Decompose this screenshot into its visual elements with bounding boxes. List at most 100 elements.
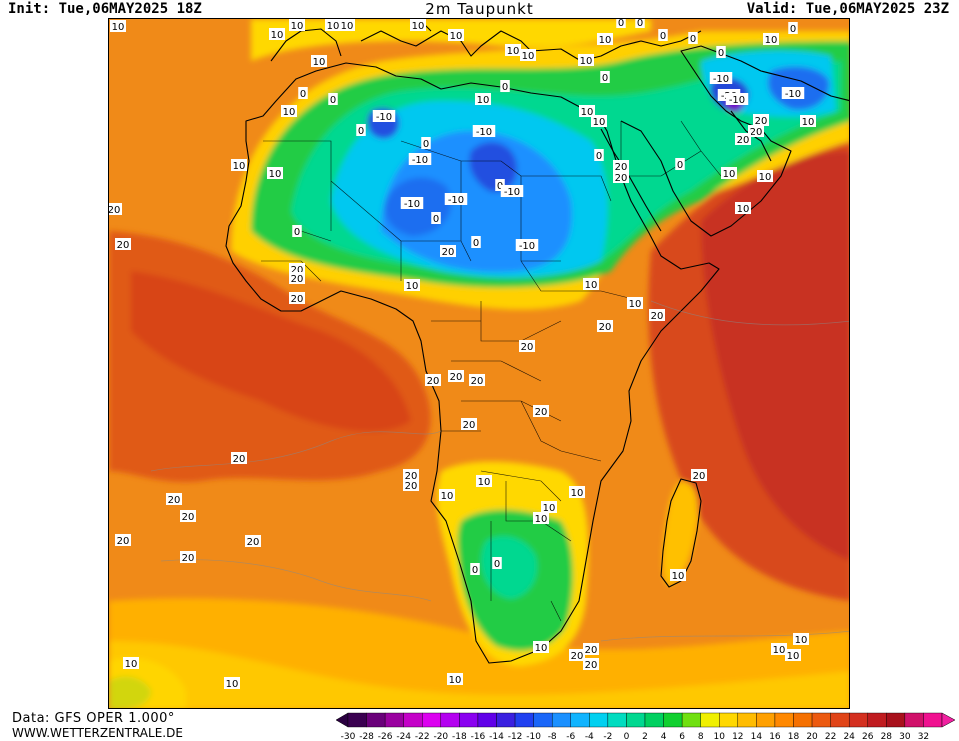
legend-swatch	[681, 712, 701, 728]
contour-label: -10	[500, 185, 524, 198]
svg-text:-10: -10	[412, 155, 428, 166]
legend-tick-label: -16	[471, 732, 486, 741]
svg-text:20: 20	[471, 376, 484, 387]
contour-label: 20	[231, 452, 247, 465]
legend-swatch	[737, 712, 757, 728]
legend-tick-label: -14	[489, 732, 504, 741]
svg-text:20: 20	[571, 651, 584, 662]
svg-text:10: 10	[580, 56, 593, 67]
svg-text:10: 10	[313, 57, 326, 68]
color-legend: -30 -28 -26 -24 -22 -20 -18 -16 -14 -12 -10 -8 -6 -4-…	[335, 712, 956, 741]
contour-label: 10	[520, 49, 536, 62]
legend-ticks: -30 -28 -26 -24 -22 -20 -18 -16 -14 -12 -10 -8 -6 -4-…	[341, 732, 930, 741]
contour-label: 10	[505, 44, 521, 57]
contour-label: 0	[492, 557, 502, 570]
svg-text:-10: -10	[519, 241, 535, 252]
legend-swatch	[533, 712, 553, 728]
svg-text:10: 10	[581, 107, 594, 118]
map-panel: 10 10 10 10 10 10 10 10 10 10 10 0 0 0 0 0 10 0 10 0 0 10 0 0 -1…	[108, 18, 850, 709]
contour-label: 10	[771, 643, 787, 656]
svg-text:10: 10	[477, 95, 490, 106]
legend-swatch	[496, 712, 516, 728]
contour-label: 20	[115, 238, 131, 251]
legend-swatch	[440, 712, 460, 728]
legend-tick-label: 2	[642, 732, 648, 741]
contour-label: 0	[788, 22, 798, 35]
contour-label: 20	[109, 203, 122, 216]
svg-text:20: 20	[463, 420, 476, 431]
contour-label: 10	[269, 28, 285, 41]
contour-label: 20	[691, 469, 707, 482]
contour-label: 10	[627, 297, 643, 310]
legend-swatch	[663, 712, 683, 728]
legend-tick-label: -20	[433, 732, 448, 741]
legend-tick-label: 18	[788, 732, 800, 741]
svg-text:0: 0	[790, 24, 796, 35]
contour-label: 20	[583, 643, 599, 656]
svg-text:20: 20	[521, 342, 534, 353]
svg-text:20: 20	[291, 274, 304, 285]
svg-text:0: 0	[596, 151, 602, 162]
contour-lines	[150, 300, 849, 642]
contour-label: 10	[785, 649, 801, 662]
contour-label: 20	[735, 133, 751, 146]
contour-label: 10	[339, 19, 355, 32]
svg-text:-10: -10	[448, 195, 464, 206]
website-url[interactable]: WWW.WETTERZENTRALE.DE	[12, 726, 183, 740]
contour-label: 20	[180, 510, 196, 523]
contour-label: 0	[635, 19, 645, 29]
svg-text:0: 0	[472, 565, 478, 576]
contour-label: 20	[533, 405, 549, 418]
legend-tick-label: -18	[452, 732, 467, 741]
contour-label: 0	[616, 19, 626, 29]
legend-tick-label: 12	[732, 732, 743, 741]
svg-text:10: 10	[412, 21, 425, 32]
contour-label: 10	[447, 673, 463, 686]
contour-label: 20	[115, 534, 131, 547]
svg-text:0: 0	[423, 139, 429, 150]
svg-text:20: 20	[291, 265, 304, 276]
svg-text:-10: -10	[376, 112, 392, 123]
svg-text:10: 10	[535, 514, 548, 525]
legend-swatch	[589, 712, 609, 728]
contour-label: 0	[716, 46, 726, 59]
legend-tick-label: 16	[769, 732, 781, 741]
svg-text:10: 10	[449, 675, 462, 686]
contour-label: 10	[793, 633, 809, 646]
legend-tick-label: -8	[548, 732, 557, 741]
contour-label: 20	[180, 551, 196, 564]
svg-text:10: 10	[723, 169, 736, 180]
madagascar-coastline	[660, 478, 702, 588]
field-sw-yellow	[109, 657, 186, 708]
svg-text:20: 20	[599, 322, 612, 333]
field-madagascar	[662, 481, 698, 586]
contour-label: 10	[670, 569, 686, 582]
legend-tick-label: 6	[679, 732, 685, 741]
svg-text:20: 20	[535, 407, 548, 418]
legend-swatch	[756, 712, 776, 728]
contour-label: 10	[410, 19, 426, 32]
contour-label: 0	[688, 32, 698, 45]
svg-text:10: 10	[441, 491, 454, 502]
svg-text:20: 20	[737, 135, 750, 146]
svg-text:20: 20	[405, 471, 418, 482]
contour-label: 10	[404, 279, 420, 292]
legend-tick-label: -28	[359, 732, 374, 741]
svg-text:20: 20	[450, 372, 463, 383]
svg-text:20: 20	[750, 127, 763, 138]
contour-label: 20	[403, 479, 419, 492]
contour-label: 10	[757, 170, 773, 183]
svg-text:0: 0	[494, 559, 500, 570]
svg-text:20: 20	[427, 376, 440, 387]
svg-text:0: 0	[637, 19, 643, 29]
contour-label: 20	[649, 309, 665, 322]
contour-label: 10	[578, 54, 594, 67]
contour-label: 20	[613, 171, 629, 184]
contour-label: 10	[583, 278, 599, 291]
legend-swatch	[551, 712, 571, 728]
svg-text:0: 0	[690, 34, 696, 45]
legend-tick-label: -10	[526, 732, 541, 741]
svg-text:0: 0	[602, 73, 608, 84]
svg-text:20: 20	[585, 660, 598, 671]
